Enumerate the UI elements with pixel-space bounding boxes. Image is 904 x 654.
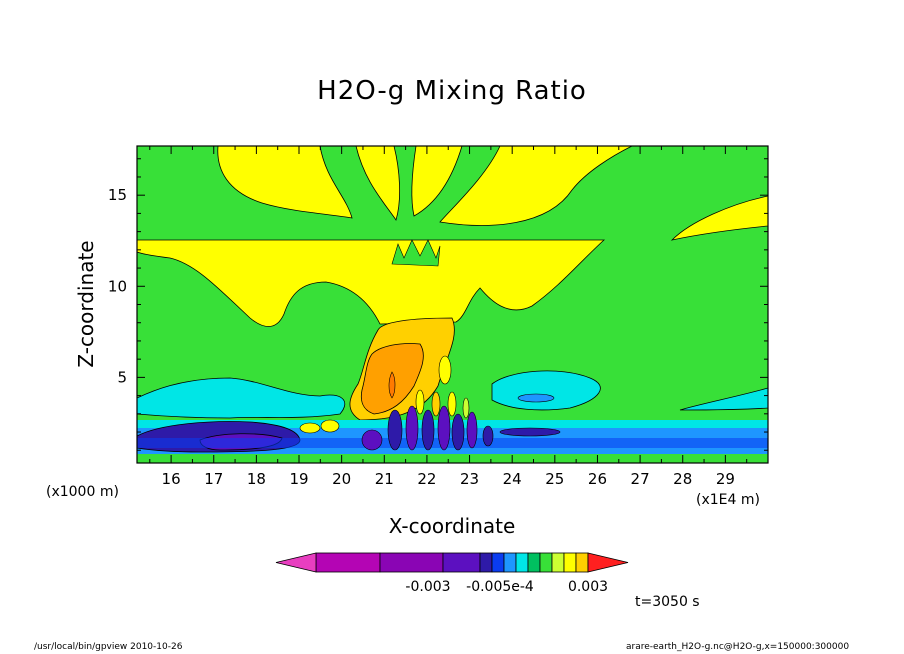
contour-anvil-spikes: [391, 239, 441, 267]
x-tick-label: 23: [460, 470, 479, 488]
colorbar-segment: [491, 552, 505, 573]
contour-orange-inner: [388, 371, 396, 399]
contour-yellow-top-center: [355, 145, 401, 221]
colorbar-segment: [551, 552, 565, 573]
colorbar-segment: [479, 552, 493, 573]
contour-convective-cells: [299, 355, 561, 451]
x-tick-label: 24: [503, 470, 522, 488]
colorbar-segment: [442, 552, 481, 573]
x-tick-label: 21: [375, 470, 394, 488]
contour-cyan-right: [491, 370, 601, 411]
contour-blue-core: [137, 438, 768, 448]
chart-title: H2O-g Mixing Ratio: [317, 76, 587, 106]
x-tick-label: 16: [162, 470, 181, 488]
colorbar-arrow-left: [275, 552, 317, 573]
colorbar-segment: [575, 552, 589, 573]
contour-yellow-right-edge: [670, 195, 769, 241]
colorbar-segment: [563, 552, 577, 573]
colorbar-label: 0.003: [568, 579, 608, 595]
x-axis: 16 17 18 19 20 21 22 23 24 25 26 27 28 29: [149, 146, 748, 488]
contour-cyan-rightedge: [679, 387, 769, 411]
time-annotation: t=3050 s: [635, 594, 700, 610]
plot-area: [136, 145, 769, 463]
x-axis-label: X-coordinate: [388, 514, 516, 538]
footer-command: /usr/local/bin/gpview 2010-10-26: [34, 642, 183, 652]
colorbar-segment: [379, 552, 444, 573]
colorbar-arrow-right: [587, 552, 629, 573]
colorbar-label: -0.005e-4: [466, 579, 534, 595]
contour-cyan-left: [136, 377, 346, 419]
x-tick-label: 19: [289, 470, 308, 488]
y-tick-label: 5: [117, 368, 127, 386]
footer-source: arare-earth_H2O-g.nc@H2O-g,x=150000:3000…: [626, 642, 850, 652]
colorbar-segment: [527, 552, 541, 573]
colorbar: -0.003 -0.005e-4 0.003: [275, 552, 629, 595]
y-axis-unit: (x1000 m): [46, 484, 119, 500]
colorbar-segment: [539, 552, 553, 573]
x-tick-label: 27: [631, 470, 650, 488]
x-tick-label: 25: [545, 470, 564, 488]
x-tick-label: 26: [588, 470, 607, 488]
contour-yellow-top-right: [439, 145, 633, 226]
contour-yellow-top-left: [217, 145, 353, 219]
x-tick-label: 22: [417, 470, 436, 488]
contour-surface-green: [137, 454, 768, 463]
x-axis-unit: (x1E4 m): [696, 492, 760, 508]
x-tick-label: 17: [204, 470, 223, 488]
colorbar-segment: [503, 552, 517, 573]
colorbar-label: -0.003: [405, 579, 450, 595]
x-tick-label: 18: [247, 470, 266, 488]
y-tick-label: 15: [108, 186, 127, 204]
contour-yellow-anvil: [136, 239, 606, 327]
contour-yellow-top-center2: [411, 145, 463, 217]
x-tick-label: 20: [332, 470, 351, 488]
colorbar-segment: [315, 552, 381, 573]
colorbar-segment: [515, 552, 529, 573]
y-axis: 5 10 15: [108, 158, 768, 451]
x-tick-label: 29: [716, 470, 735, 488]
x-tick-label: 28: [673, 470, 692, 488]
y-tick-label: 10: [108, 277, 127, 295]
